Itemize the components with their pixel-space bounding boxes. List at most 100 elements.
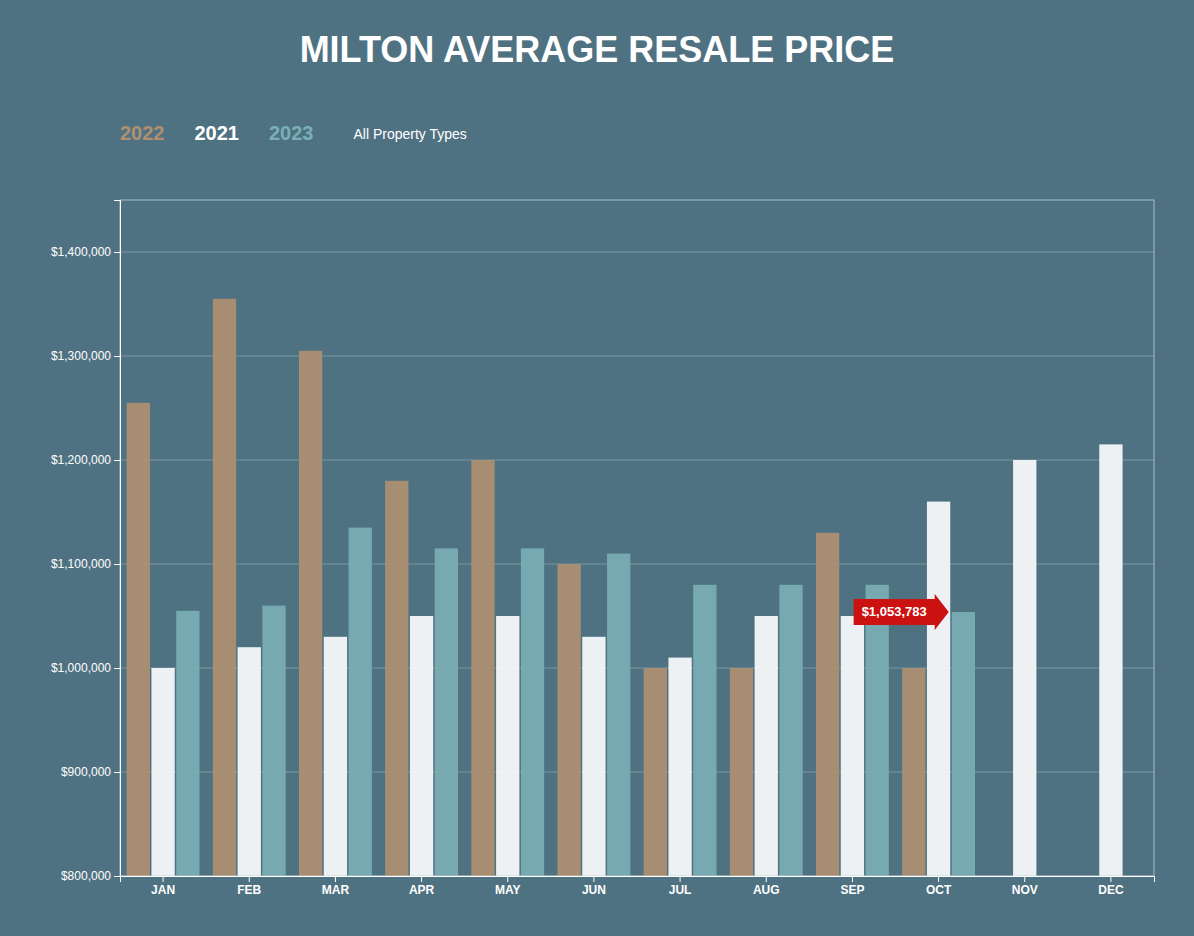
bar [902,668,925,876]
y-tick-label: $800,000 [61,869,111,883]
bar [866,585,889,876]
x-tick-label: DEC [1098,883,1124,897]
y-tick-mark [114,356,120,357]
x-tick-label: NOV [1012,883,1038,897]
y-tick: $1,400,000 [51,245,120,259]
y-tick-label: $1,300,000 [51,349,111,363]
x-tick-mark [421,876,422,882]
x-tick: JUN [582,876,606,897]
y-tick-mark [114,876,120,877]
x-axis: JAN FEB MAR APR MAY JUN JUL AUG SEP OCT NOV DEC [121,876,1155,897]
x-tick: DEC [1098,876,1124,897]
x-tick-mark [1024,876,1025,882]
series [127,299,926,876]
bar [521,548,544,876]
x-tick-label: SEP [840,883,864,897]
x-tick-label: AUG [753,883,780,897]
y-tick: $900,000 [61,765,120,779]
series [176,528,975,876]
chart: MILTON AVERAGE RESALE PRICE202220212023A… [0,0,1194,936]
bar [435,548,458,876]
bar [582,637,605,876]
grid-line [120,356,1154,357]
x-tick: AUG [753,876,780,897]
y-tick-mark [114,772,120,773]
y-tick-label: $900,000 [61,765,111,779]
grid-line [120,252,1154,253]
y-tick-mark [114,564,120,565]
bar [471,460,494,876]
x-tick-mark [1110,876,1111,882]
legend-entry: 2022 [120,122,165,144]
x-tick-mark [938,876,939,882]
y-tick: $1,100,000 [51,557,120,571]
bar [176,611,199,876]
x-tick: MAY [495,876,521,897]
x-tick: NOV [1012,876,1038,897]
bar [127,403,150,876]
y-tick: $1,300,000 [51,349,120,363]
bar [607,554,630,876]
subtitle: All Property Types [354,126,467,142]
bar [644,668,667,876]
bar [755,616,778,876]
y-tick-mark [114,252,120,253]
x-tick: OCT [926,876,952,897]
x-tick-mark [335,876,336,882]
annotation-text: $1,053,783 [862,604,927,619]
bar [151,668,174,876]
x-tick-mark [593,876,594,882]
x-tick-label: FEB [237,883,261,897]
x-tick: JUL [669,876,692,897]
grid-line [120,564,1154,565]
title: MILTON AVERAGE RESALE PRICE [300,29,895,70]
x-tick-label: MAY [495,883,521,897]
x-tick: APR [409,876,435,897]
y-axis-line [114,201,121,877]
bar [496,616,519,876]
y-tick: $1,000,000 [51,661,120,675]
x-tick: FEB [237,876,261,897]
x-tick-mark [163,876,164,882]
grid-line [120,460,1154,461]
plot: JAN FEB MAR APR MAY JUN JUL AUG SEP OCT NOV DEC $800… [51,200,1155,936]
bar [349,528,372,876]
annotation-box [854,594,949,630]
plot-frame [120,200,1154,876]
y-tick-label: $1,200,000 [51,453,111,467]
bar [841,616,864,876]
x-tick: JAN [151,876,175,897]
annotation: $1,053,783 [854,594,949,630]
x-tick-mark [766,876,767,882]
annotations: $1,053,783 [854,594,949,630]
series [151,444,1122,876]
y-tick-mark [114,668,120,669]
bar [927,502,950,876]
bar [1013,460,1036,876]
x-tick-label: APR [409,883,435,897]
bar [1099,444,1122,876]
x-tick: SEP [840,876,864,897]
y-tick-label: $1,100,000 [51,557,111,571]
x-tick-label: JUL [669,883,692,897]
bars [127,299,1123,876]
bar [557,564,580,876]
x-tick: MAR [322,876,350,897]
x-axis-line [121,877,1155,883]
x-tick-label: MAR [322,883,350,897]
legend: 202220212023All Property Types [120,122,467,144]
x-tick-label: JUN [582,883,606,897]
bar [816,533,839,876]
y-tick: $800,000 [61,869,120,883]
bar [668,658,691,876]
x-tick-mark [680,876,681,882]
bar [213,299,236,876]
bar [262,606,285,876]
y-axis: $800,000 $900,000 $1,000,000 $1,100,000 $1,2… [51,201,121,884]
bar [730,668,753,876]
x-tick-mark [852,876,853,882]
bar [410,616,433,876]
bar [324,637,347,876]
y-tick-label: $1,400,000 [51,245,111,259]
legend-entry: 2023 [269,122,314,144]
